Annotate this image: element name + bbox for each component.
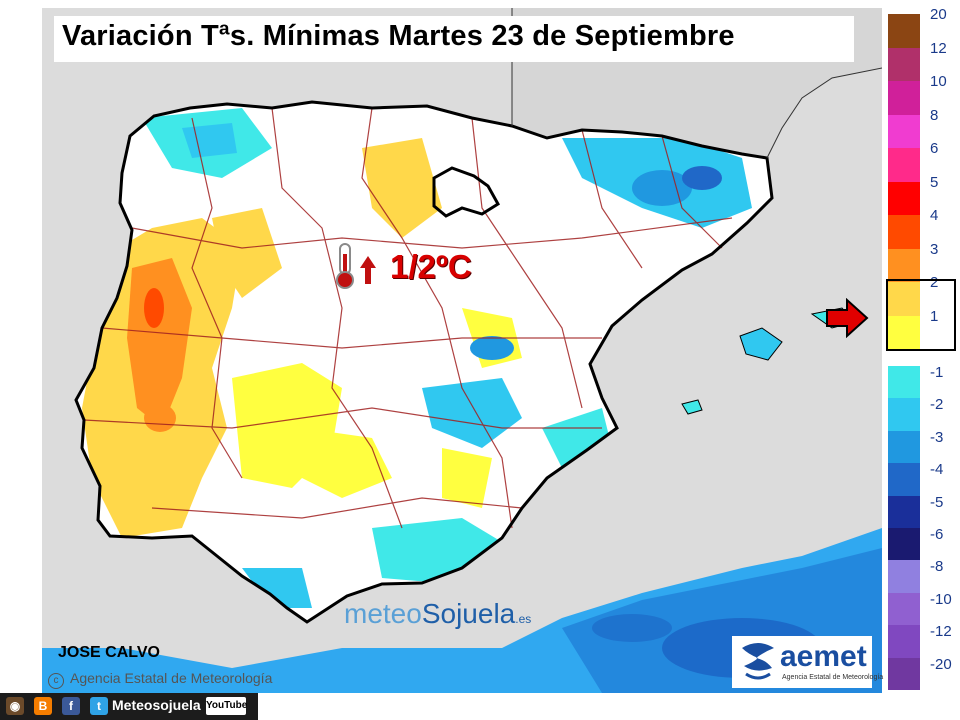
title-background [54, 16, 854, 62]
legend-label: -3 [930, 428, 944, 446]
legend-swatch [888, 81, 920, 115]
legend-label: 12 [930, 39, 947, 57]
legend-swatch [888, 625, 920, 658]
legend-label: -6 [930, 526, 944, 543]
author-label: JOSE CALVO [58, 644, 160, 661]
legend-swatch [888, 463, 920, 496]
map-graphic [42, 8, 882, 693]
legend-label: -5 [930, 493, 944, 511]
legend-swatch [888, 148, 920, 182]
watermark: meteoSojuela.es [344, 598, 531, 630]
thermometer-up-icon [334, 242, 384, 290]
blogger-icon[interactable]: B [34, 697, 52, 715]
legend-label: 1 [930, 307, 939, 325]
legend-label: 8 [930, 106, 939, 124]
legend-swatch [888, 282, 920, 316]
legend-swatch [888, 114, 920, 148]
legend-swatch [888, 47, 920, 81]
legend-swatch [888, 181, 920, 215]
legend-swatch [888, 315, 920, 349]
legend-swatch [888, 592, 920, 626]
map-title: Variación Tªs. Mínimas Martes 23 de Sept… [62, 20, 735, 52]
legend-swatch [888, 495, 920, 528]
legend-label: -10 [930, 590, 952, 608]
facebook-icon[interactable]: f [62, 697, 80, 715]
legend-label: 5 [930, 173, 939, 191]
watermark-suffix: .es [515, 612, 532, 626]
legend-swatch [888, 14, 920, 48]
twitter-icon[interactable]: t [90, 697, 108, 715]
legend-label: -20 [930, 655, 952, 673]
legend-label: -1 [930, 364, 944, 381]
legend-swatch [888, 366, 920, 399]
legend-swatch [888, 248, 920, 282]
highlight-arrow-icon [825, 297, 869, 343]
copyright-icon: c [48, 673, 64, 689]
legend-swatch [888, 528, 920, 561]
watermark-part2: Sojuela [421, 598, 516, 629]
aemet-emblem-icon [742, 643, 774, 680]
legend-label: 20 [930, 6, 947, 23]
legend-swatch [888, 398, 920, 431]
legend-label: -12 [930, 623, 952, 641]
agency-credit-text: Agencia Estatal de Meteorología [70, 670, 273, 686]
aemet-subtitle: Agencia Estatal de Meteorología [782, 674, 884, 681]
aemet-wordmark: aemet [780, 640, 867, 673]
legend-label: 2 [930, 274, 939, 291]
watermark-part1: meteo [344, 598, 422, 629]
legend-label: -4 [930, 461, 944, 479]
youtube-button[interactable]: YouTube [206, 697, 247, 715]
color-legend: 20 12 10 8 6 5 4 3 2 1 -1 -2 -3 -4 -5 -6 -8 -10 -12 -20 [888, 6, 960, 692]
legend-swatch [888, 215, 920, 249]
temperature-variation-map [42, 8, 882, 693]
legend-label: -2 [930, 396, 944, 414]
social-bar: ◉ B f t Meteosojuela YouTube [0, 693, 258, 720]
aemet-logo: aemet Agencia Estatal de Meteorología [732, 636, 883, 688]
legend-label: 6 [930, 140, 939, 157]
variation-callout: 1/2ºC [390, 248, 472, 285]
agency-credit: c Agencia Estatal de Meteorología [48, 670, 272, 689]
legend-label: 3 [930, 240, 939, 258]
legend-label: -8 [930, 558, 944, 576]
legend-swatch [888, 657, 920, 690]
social-handle[interactable]: Meteosojuela [112, 697, 201, 713]
instagram-icon[interactable]: ◉ [6, 697, 24, 715]
legend-swatch [888, 560, 920, 593]
legend-label: 10 [930, 73, 947, 90]
legend-highlight-box [886, 279, 956, 351]
legend-label: 4 [930, 207, 939, 224]
legend-swatch [888, 430, 920, 464]
